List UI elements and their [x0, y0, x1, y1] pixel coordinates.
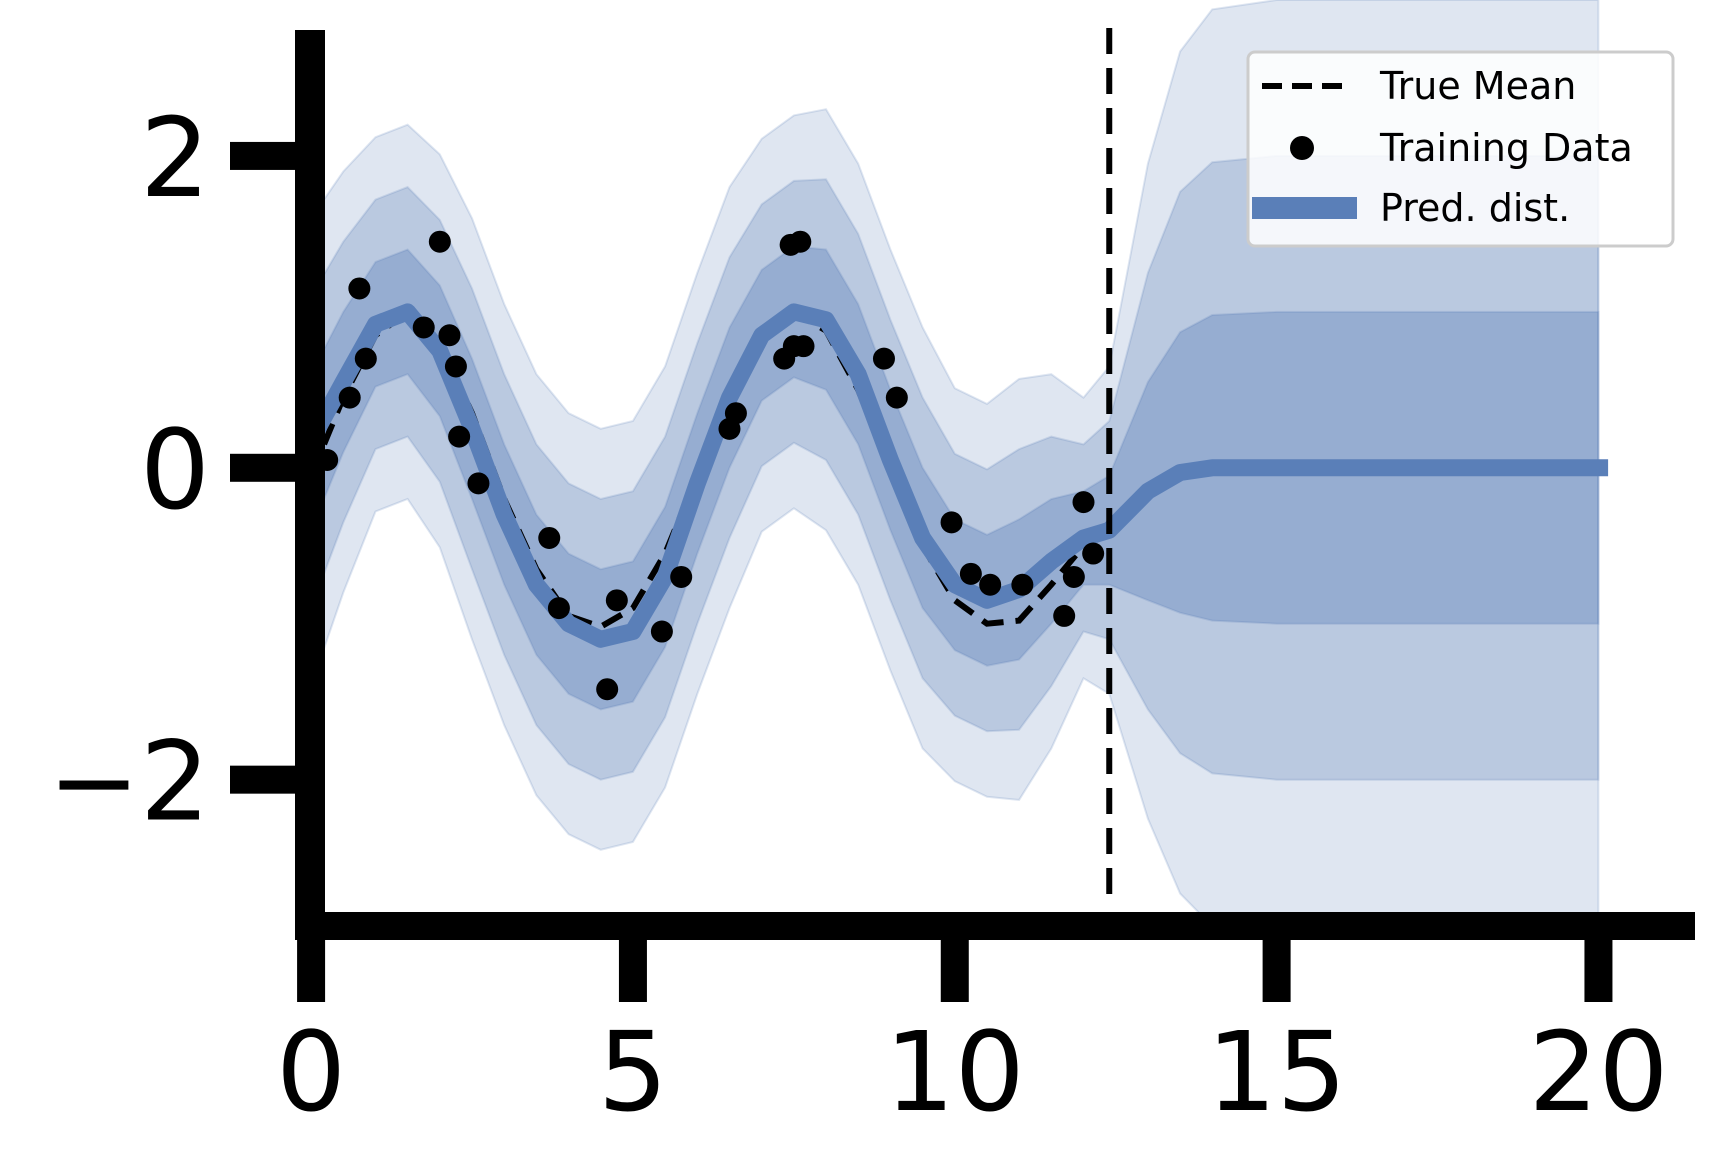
training-data-layer: [316, 230, 1105, 701]
x-tick-label: 5: [598, 1008, 668, 1136]
training-point: [596, 678, 619, 701]
y-tick: [230, 141, 295, 170]
training-point: [547, 597, 570, 620]
training-point: [348, 277, 371, 300]
training-point: [538, 526, 561, 549]
training-point: [940, 511, 963, 534]
x-tick-label: 10: [885, 1008, 1025, 1136]
legend-label: True Mean: [1379, 64, 1576, 108]
series-pred-dist: [324, 303, 1609, 648]
training-point: [467, 472, 490, 495]
training-point: [605, 589, 628, 612]
training-point: [448, 425, 471, 448]
training-point: [338, 386, 361, 409]
training-point: [438, 324, 461, 347]
training-point: [354, 347, 377, 370]
x-tick: [618, 940, 647, 1002]
pred-dist-layer: [324, 303, 1609, 648]
x-tick-label: 0: [276, 1008, 346, 1136]
y-tick-label: 2: [140, 94, 210, 222]
training-point: [885, 386, 908, 409]
x-tick-label: 20: [1528, 1008, 1668, 1136]
training-point: [1053, 604, 1076, 627]
y-tick: [230, 765, 295, 794]
training-point: [959, 562, 982, 585]
training-point: [444, 355, 467, 378]
legend-training-data-swatch: [1290, 136, 1314, 160]
training-point: [1072, 491, 1095, 514]
y-axis-spine: [295, 30, 325, 940]
training-point: [872, 347, 895, 370]
training-point: [724, 402, 747, 425]
training-point: [650, 620, 673, 643]
y-tick-label: 0: [140, 406, 210, 534]
legend-label: Training Data: [1379, 126, 1633, 170]
training-point: [1062, 565, 1085, 588]
legend-pred-dist-swatch: [1252, 197, 1357, 219]
training-point: [670, 565, 693, 588]
axes: 0 5 10 15 20 −2 0 2: [48, 30, 1695, 1136]
x-tick: [1584, 940, 1613, 1002]
training-point: [1011, 573, 1034, 596]
x-tick: [940, 940, 969, 1002]
x-axis-spine: [295, 912, 1695, 940]
y-tick-label: −2: [48, 718, 210, 846]
x-tick: [1262, 940, 1291, 1002]
legend: True Mean Training Data Pred. dist.: [1246, 50, 1675, 248]
training-point: [412, 316, 435, 339]
x-tick: [297, 940, 326, 1002]
legend-label: Pred. dist.: [1380, 186, 1570, 230]
training-point: [1082, 542, 1105, 565]
training-point: [792, 335, 815, 358]
training-point: [789, 230, 812, 253]
training-point: [428, 230, 451, 253]
x-tick-label: 15: [1207, 1008, 1347, 1136]
y-tick: [230, 453, 295, 482]
training-point: [979, 573, 1002, 596]
